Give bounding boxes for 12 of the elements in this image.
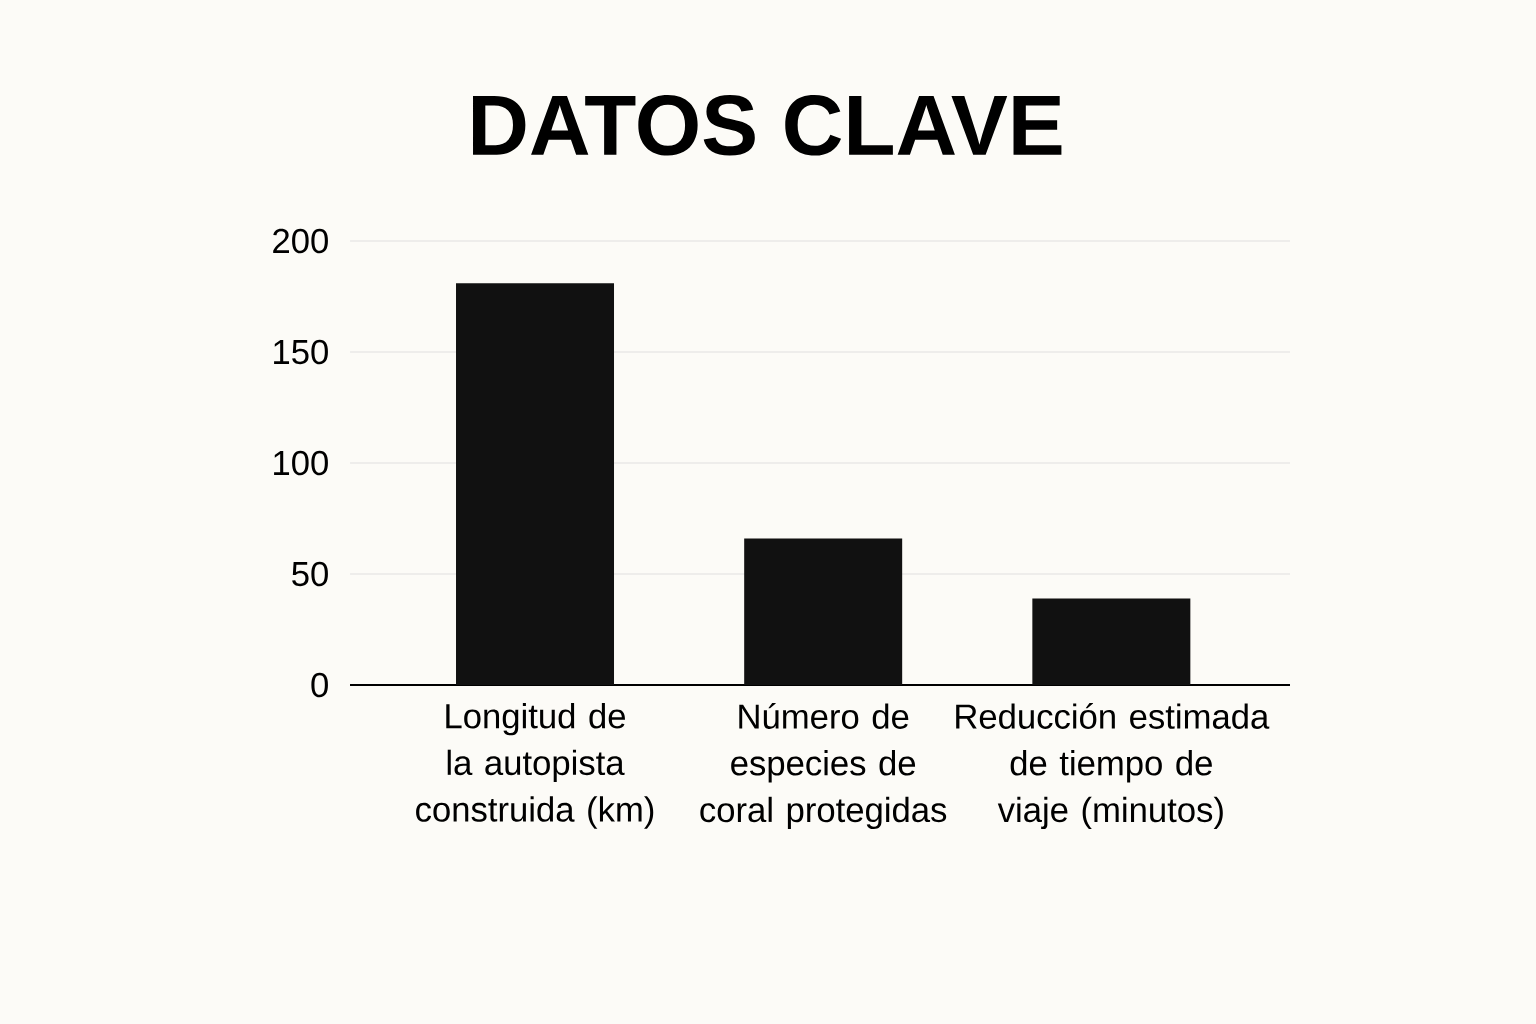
y-tick-label: 0	[311, 672, 328, 698]
x-tick-label: Longitud de la autopista construida (km)	[416, 703, 654, 829]
bar	[456, 283, 615, 685]
x-tick-label: Número de especies de coral protegidas	[700, 703, 947, 830]
bar	[1032, 598, 1191, 685]
y-tick-label: 150	[274, 339, 328, 365]
y-tick-label: 100	[274, 450, 328, 476]
y-tick-label: 50	[292, 561, 328, 587]
bar	[744, 538, 903, 685]
x-tick-label: Reducción estimada de tiempo de viaje (minutos)	[956, 703, 1270, 830]
y-tick-label: 200	[273, 228, 328, 254]
chart-title: DATOS CLAVE	[473, 95, 1062, 156]
